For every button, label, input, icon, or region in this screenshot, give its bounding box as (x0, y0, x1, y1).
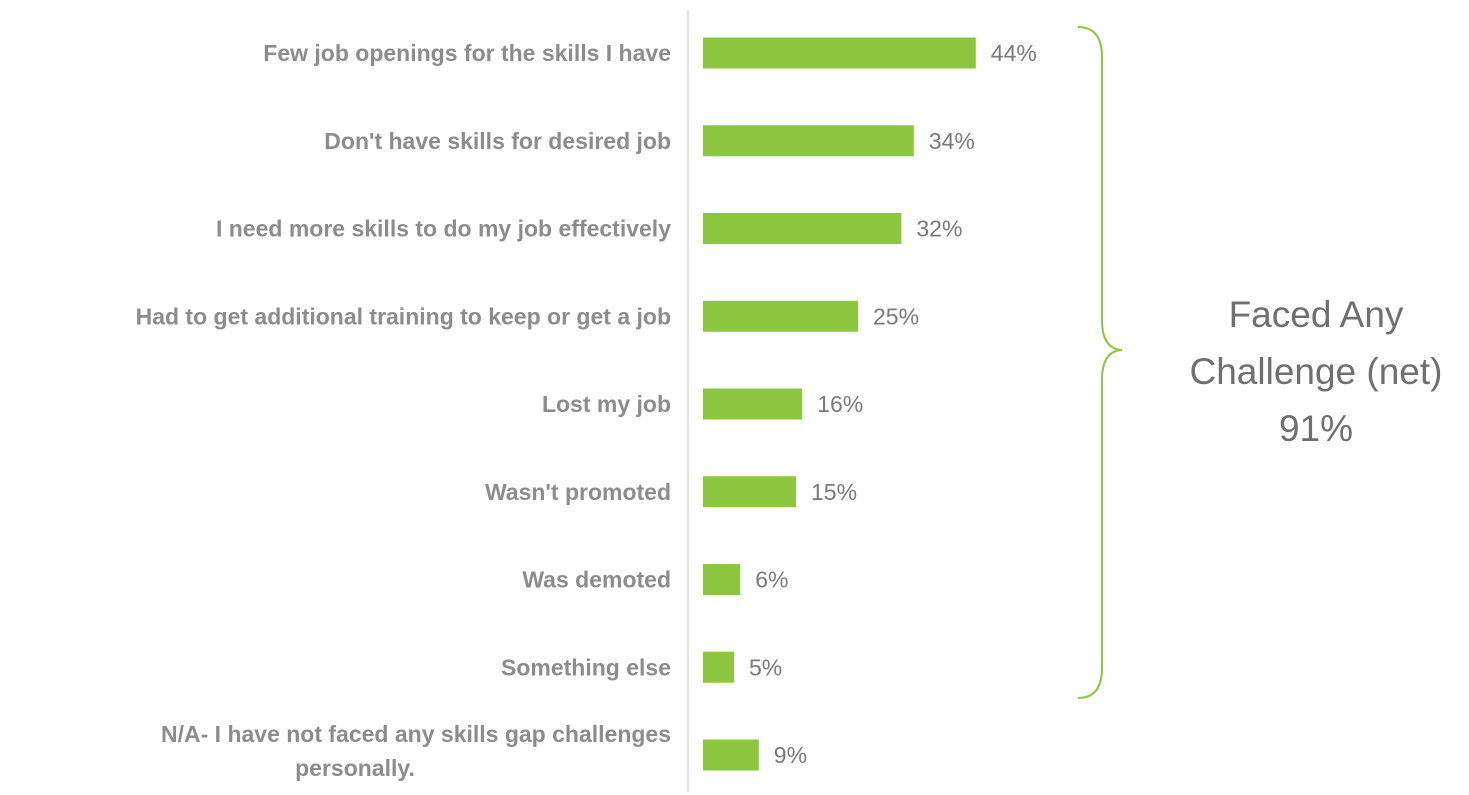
bar-value-label: 9% (774, 742, 807, 768)
bar-value-label: 15% (811, 479, 857, 505)
bar-value-label: 44% (991, 40, 1037, 66)
category-labels: Few job openings for the skills I have Do… (136, 40, 672, 781)
bar (703, 213, 902, 244)
bar (703, 564, 741, 595)
net-annotation-line: Faced Any (1229, 294, 1404, 335)
bar-value-label: 32% (916, 216, 962, 242)
bar-value-label: 5% (749, 654, 782, 680)
bar (703, 37, 976, 69)
net-annotation-label: Faced Any Challenge (net) 91% (1190, 294, 1443, 449)
net-annotation-line: 91% (1279, 408, 1353, 449)
category-label: Few job openings for the skills I have (263, 40, 671, 66)
category-label: N/A- I have not faced any skills gap cha… (161, 721, 671, 781)
bar (703, 651, 734, 683)
category-label-line: personally. (295, 755, 415, 781)
bar (703, 739, 759, 771)
bar-value-label: 6% (755, 567, 788, 593)
net-annotation-line: Challenge (net) (1190, 351, 1443, 392)
bar (703, 300, 858, 332)
bar (703, 476, 796, 508)
category-label: I need more skills to do my job effectiv… (216, 216, 671, 242)
bar-value-label: 25% (873, 303, 919, 329)
bar-value-label: 34% (929, 128, 975, 154)
category-label: Wasn't promoted (485, 479, 671, 505)
category-label: Had to get additional training to keep o… (136, 303, 671, 329)
value-labels: 44% 34% 32% 25% 16% 15% 6% 5% 9% (749, 40, 1037, 768)
net-bracket (1077, 26, 1123, 699)
category-label: Lost my job (542, 391, 671, 417)
category-label-line: N/A- I have not faced any skills gap cha… (161, 721, 671, 747)
bar (703, 125, 914, 157)
category-label: Something else (501, 654, 671, 680)
bar-value-label: 16% (817, 391, 863, 417)
category-label: Don't have skills for desired job (324, 128, 671, 154)
bar-group (703, 37, 976, 771)
bar (703, 388, 803, 420)
category-label: Was demoted (522, 567, 671, 593)
